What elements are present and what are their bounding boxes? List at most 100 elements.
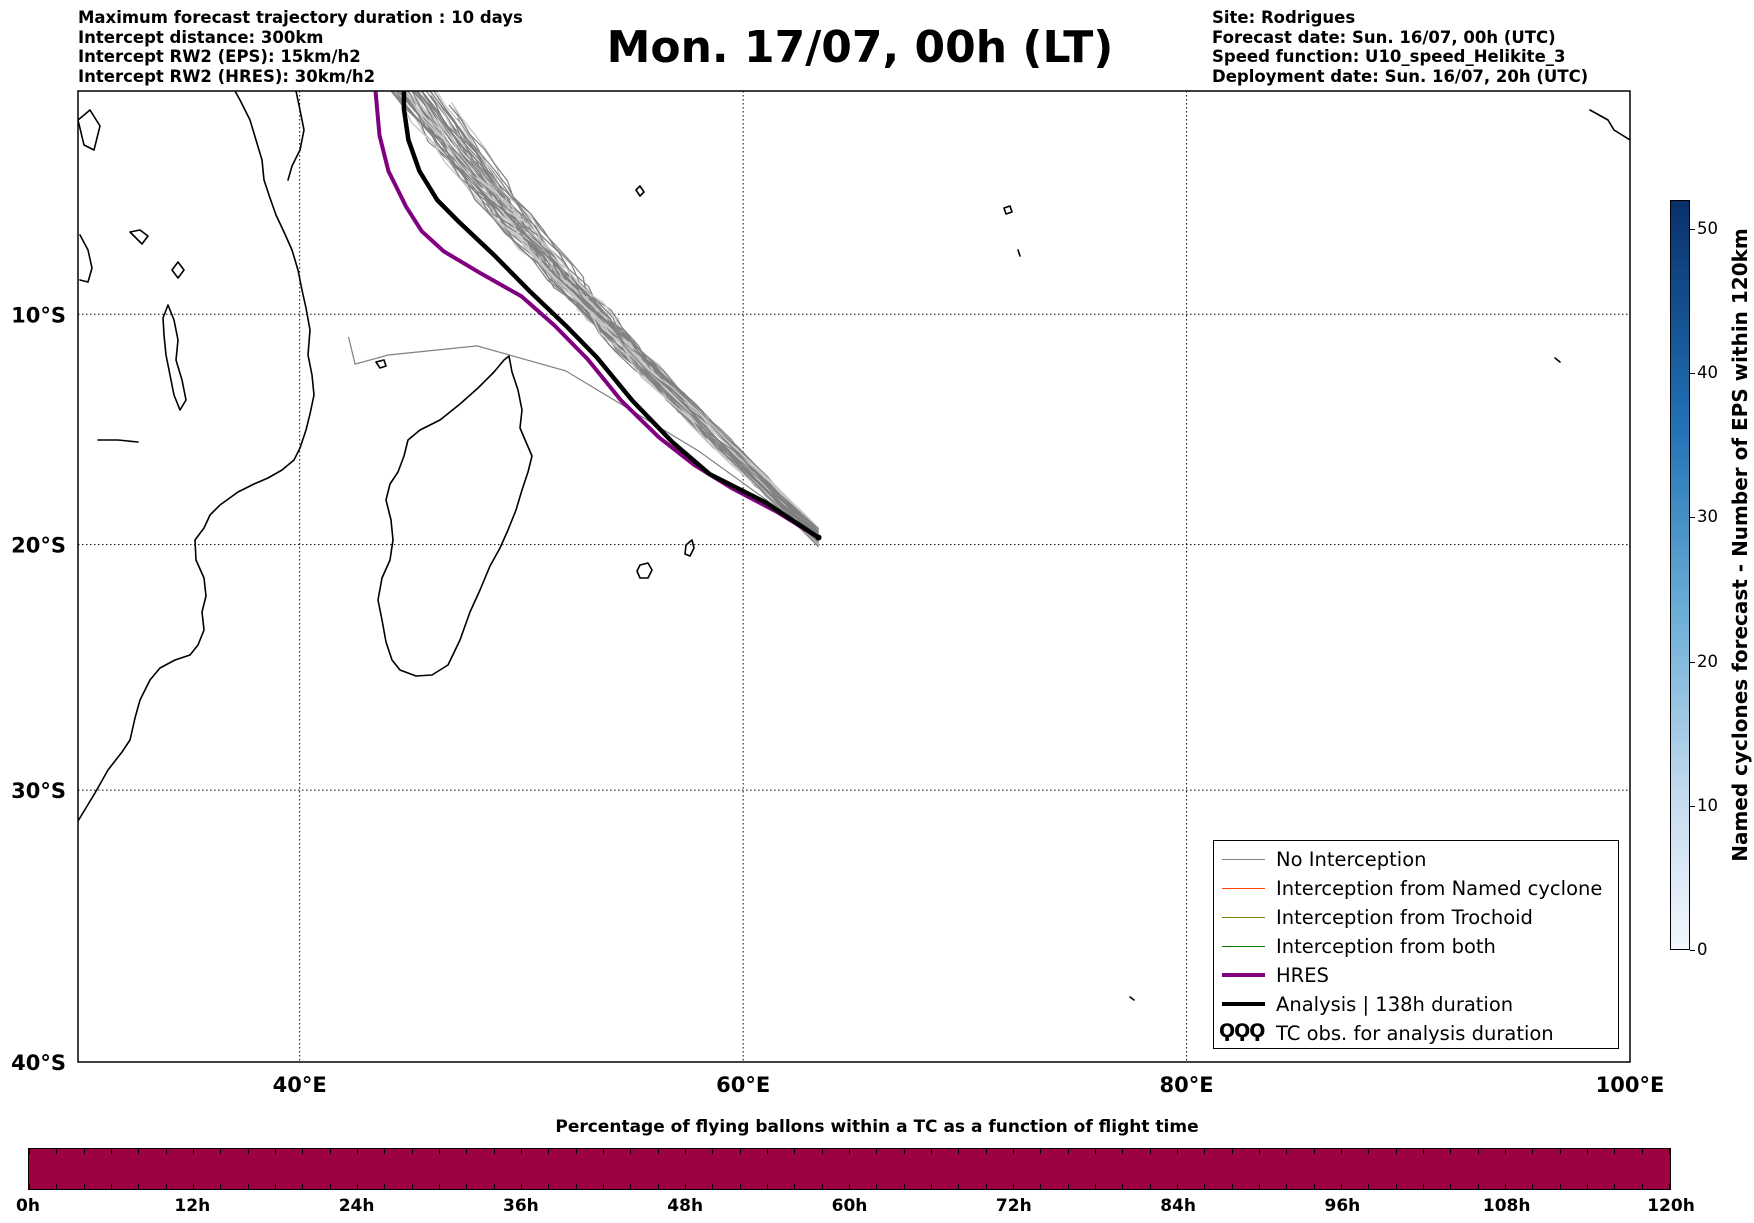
colorbar-minor-tick xyxy=(302,1149,304,1154)
colorbar-minor-tick xyxy=(903,1184,905,1189)
parameter-line: Intercept RW2 (HRES): 30km/h2 xyxy=(78,66,376,86)
colorbar-minor-tick xyxy=(56,1149,58,1154)
colorbar-minor-tick xyxy=(466,1149,468,1154)
colorbar-minor-tick xyxy=(1505,1184,1506,1189)
colorbar-minor-tick xyxy=(1341,1149,1342,1154)
colorbar-minor-tick xyxy=(357,1184,358,1189)
legend-item: Interception from both xyxy=(1214,932,1618,961)
colorbar-minor-tick xyxy=(138,1149,140,1154)
longitude-label: 60°E xyxy=(716,1073,770,1097)
parameter-line: Intercept RW2 (EPS): 15km/h2 xyxy=(78,47,361,66)
ensemble-track xyxy=(398,91,819,537)
parameter-line: Maximum forecast trajectory duration : 1… xyxy=(78,8,523,27)
analysis-track xyxy=(401,91,821,540)
colorbar-minor-tick xyxy=(985,1149,987,1154)
colorbar-minor-tick xyxy=(657,1184,659,1189)
comoros-island xyxy=(375,359,387,369)
ensemble-track xyxy=(347,336,819,538)
flight-time-tick-label: 84h xyxy=(1160,1196,1196,1216)
colorbar-tick-label: 20 xyxy=(1697,651,1718,671)
eps-colorbar-label: Named cyclones forecast - Number of EPS … xyxy=(1728,228,1752,862)
colorbar-minor-tick xyxy=(821,1184,823,1189)
colorbar-tick xyxy=(1690,661,1695,663)
colorbar-minor-tick xyxy=(1341,1184,1342,1189)
colorbar-minor-tick xyxy=(1477,1149,1479,1154)
legend-item: Interception from Trochoid xyxy=(1214,903,1618,932)
eps-count-colorbar xyxy=(1670,200,1690,950)
colorbar-minor-tick xyxy=(739,1149,741,1154)
colorbar-tick-label: 0 xyxy=(1697,940,1708,959)
legend-label: Analysis | 138h duration xyxy=(1276,993,1514,1016)
colorbar-minor-tick xyxy=(1532,1184,1534,1189)
colorbar-minor-tick xyxy=(1423,1149,1424,1154)
colorbar-tick xyxy=(1690,373,1695,375)
colorbar-tick xyxy=(1690,517,1695,519)
colorbar-minor-tick xyxy=(29,1149,30,1154)
colorbar-minor-tick xyxy=(630,1149,632,1154)
colorbar-minor-tick xyxy=(712,1149,714,1154)
colorbar-minor-tick xyxy=(220,1184,222,1189)
colorbar-minor-tick xyxy=(329,1149,331,1154)
colorbar-minor-tick xyxy=(548,1184,550,1189)
colorbar-minor-tick xyxy=(1177,1149,1178,1154)
legend-item: No Interception xyxy=(1214,845,1618,874)
colorbar-minor-tick xyxy=(138,1184,140,1189)
colorbar-minor-tick xyxy=(1559,1149,1561,1154)
colorbar-minor-tick xyxy=(1067,1184,1069,1189)
legend-item: Analysis | 138h duration xyxy=(1214,990,1618,1019)
africa-coastline xyxy=(78,91,315,822)
colorbar-minor-tick xyxy=(493,1149,495,1154)
colorbar-minor-tick xyxy=(493,1184,495,1189)
colorbar-minor-tick xyxy=(630,1184,632,1189)
axis-labels: 10°S 20°S 30°S 40°S 40°E 60°E 80°E 100°E xyxy=(11,303,1664,1097)
colorbar-minor-tick xyxy=(165,1149,167,1154)
colorbar-minor-tick xyxy=(111,1184,112,1189)
legend-label: TC obs. for analysis duration xyxy=(1276,1022,1554,1045)
flight-time-tick-label: 12h xyxy=(174,1196,211,1216)
ensemble-track xyxy=(390,91,819,538)
colorbar-minor-tick xyxy=(1450,1149,1452,1154)
colorbar-minor-tick xyxy=(1641,1149,1643,1154)
colorbar-minor-tick xyxy=(411,1184,413,1189)
colorbar-minor-tick xyxy=(1013,1149,1014,1154)
colorbar-tick xyxy=(1690,228,1695,230)
legend-swatch xyxy=(1222,917,1265,918)
colorbar-minor-tick xyxy=(83,1184,85,1189)
ensemble-track xyxy=(396,91,819,546)
map-grid xyxy=(78,91,1630,1062)
longitude-label: 100°E xyxy=(1596,1073,1665,1097)
colorbar-minor-tick xyxy=(439,1149,440,1154)
colorbar-minor-tick xyxy=(1559,1184,1561,1189)
ensemble-track xyxy=(453,106,819,530)
colorbar-minor-tick xyxy=(685,1184,686,1189)
latitude-label: 10°S xyxy=(11,303,66,327)
colorbar-minor-tick xyxy=(1286,1149,1288,1154)
colorbar-minor-tick xyxy=(193,1184,194,1189)
legend-swatch xyxy=(1222,946,1265,947)
reunion-island xyxy=(636,562,653,579)
colorbar-minor-tick xyxy=(1013,1184,1014,1189)
legend-label: Interception from Trochoid xyxy=(1276,906,1533,929)
legend: No Interception Interception from Named c… xyxy=(1213,840,1619,1049)
colorbar-minor-tick xyxy=(1067,1149,1069,1154)
colorbar-minor-tick xyxy=(1177,1184,1178,1189)
colorbar-minor-tick xyxy=(521,1149,522,1154)
site-info-line: Deployment date: Sun. 16/07, 20h (UTC) xyxy=(1212,66,1589,86)
legend-swatch xyxy=(1222,888,1265,889)
colorbar-tick-label: 10 xyxy=(1697,795,1718,815)
flight-time-tick-label: 48h xyxy=(667,1196,704,1216)
islands-south xyxy=(1129,996,1135,1001)
colorbar-minor-tick xyxy=(329,1184,331,1189)
colorbar-minor-tick xyxy=(603,1184,604,1189)
colorbar-minor-tick xyxy=(439,1184,440,1189)
colorbar-minor-tick xyxy=(1286,1184,1288,1189)
colorbar-minor-tick xyxy=(384,1184,386,1189)
colorbar-minor-tick xyxy=(1614,1184,1616,1189)
colorbar-minor-tick xyxy=(958,1149,960,1154)
flight-time-tick-label: 120h xyxy=(1647,1196,1695,1216)
colorbar-minor-tick xyxy=(521,1184,522,1189)
madagascar-coastline xyxy=(377,355,533,677)
colorbar-tick xyxy=(1690,805,1695,807)
colorbar-minor-tick xyxy=(1669,1184,1670,1189)
islands-east xyxy=(1003,205,1013,215)
